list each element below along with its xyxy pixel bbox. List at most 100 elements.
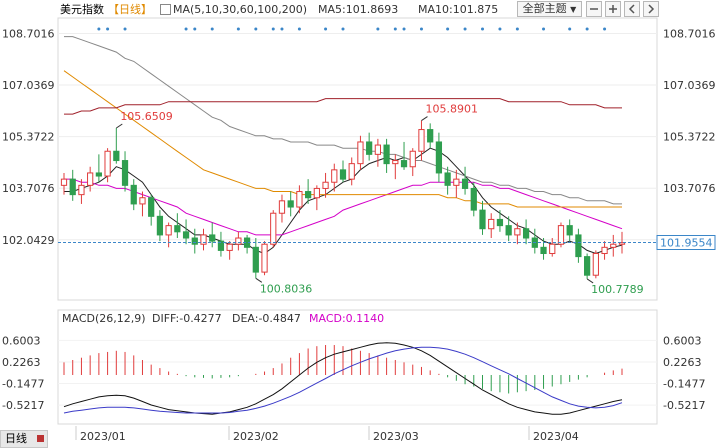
candle-body <box>400 160 408 168</box>
candle-body <box>566 225 573 236</box>
macd-tick-label-left: -0.1477 <box>2 378 44 391</box>
candle-body <box>130 184 137 205</box>
candle-body <box>148 197 155 217</box>
event-marker <box>184 27 188 31</box>
candle-body <box>305 191 312 199</box>
annotation-pointer <box>586 278 594 284</box>
period-tab[interactable]: 日线 <box>0 430 48 448</box>
candle-body <box>453 178 460 186</box>
candle-body <box>479 209 486 230</box>
candle-body <box>618 242 626 245</box>
annotation-pointer <box>116 123 123 129</box>
macd-panel-frame <box>57 309 658 425</box>
event-marker <box>603 27 607 31</box>
event-marker <box>324 27 328 31</box>
ma100-line <box>64 36 622 205</box>
candle-body <box>514 228 521 236</box>
menu-icon <box>37 435 44 442</box>
annotation-label: 105.6509 <box>120 110 173 123</box>
ma-params: MA(5,10,30,60,100,200) <box>173 3 308 16</box>
candle-body <box>427 129 434 143</box>
annotation-pointer <box>255 277 263 283</box>
x-tick-label: 2023/01 <box>80 430 126 443</box>
candle-body <box>557 225 565 245</box>
candle-body <box>331 169 338 183</box>
ma-checkbox[interactable] <box>160 4 171 15</box>
event-marker <box>542 27 546 31</box>
candle-body <box>313 187 320 199</box>
candle-body <box>191 237 198 245</box>
candle-body <box>217 240 225 251</box>
chevron-down-icon: ▼ <box>570 5 577 14</box>
macd-params: MACD(26,12,9) <box>62 312 146 325</box>
macd-tick-label-left: 0.6003 <box>2 334 41 347</box>
event-marker <box>498 27 502 31</box>
event-marker <box>280 27 284 31</box>
candlestick-series <box>60 120 626 279</box>
x-tick-label: 2023/04 <box>533 430 579 443</box>
minus-icon[interactable] <box>586 1 602 17</box>
period-label[interactable]: 【日线】 <box>108 3 152 16</box>
candle-body <box>444 172 451 186</box>
price-panel-frame <box>57 17 658 301</box>
candle-body <box>374 144 381 155</box>
candle-body <box>209 234 216 242</box>
event-marker <box>585 27 589 31</box>
candle-body <box>104 150 111 177</box>
macd-diff-value: DIFF:-0.4277 <box>152 312 222 325</box>
candle-body <box>322 181 329 189</box>
macd-tick-label-left: -0.5217 <box>2 399 44 412</box>
candle-body <box>505 225 512 236</box>
candle-body <box>261 243 268 273</box>
candle-body <box>584 256 591 276</box>
candle-body <box>156 215 164 236</box>
macd-dea-line <box>63 346 623 414</box>
event-marker <box>341 27 345 31</box>
candle-body <box>200 234 207 245</box>
event-marker <box>297 27 301 31</box>
candle-body <box>601 246 608 255</box>
ma200-line <box>64 98 622 115</box>
theme-dropdown[interactable]: 全部主题 ▼ <box>517 1 582 17</box>
x-tick-label: 2023/03 <box>373 430 419 443</box>
macd-tick-label: -0.1477 <box>663 378 705 391</box>
event-marker <box>393 27 397 31</box>
period-tab-label: 日线 <box>5 432 27 445</box>
event-marker <box>376 27 380 31</box>
candle-body <box>278 200 286 214</box>
event-marker <box>254 27 258 31</box>
candle-body <box>287 200 294 208</box>
candle-body <box>252 246 259 273</box>
chevron-right-icon[interactable] <box>643 1 659 17</box>
candle-body <box>418 129 425 152</box>
candle-body <box>87 172 94 186</box>
candle-body <box>296 191 303 208</box>
candle-body <box>95 172 102 177</box>
ma60-line <box>63 70 622 208</box>
event-marker <box>106 27 110 31</box>
axes: 108.7016 108.7016 107.0369 107.0369 105.3722… <box>2 27 716 443</box>
candle-body <box>78 184 85 196</box>
annotations: 101.9554 105.6509 105.8901 100.8036 100.7789 <box>58 27 716 296</box>
price-tick-label: 105.3722 <box>663 131 716 144</box>
candle-body <box>610 243 617 248</box>
event-marker <box>419 27 423 31</box>
event-marker <box>210 27 214 31</box>
last-price-label: 101.9554 <box>660 237 713 250</box>
candle-body <box>357 141 364 165</box>
candle-body <box>121 160 129 186</box>
price-tick-label-left: 102.0429 <box>2 234 55 247</box>
event-marker <box>97 27 101 31</box>
candle-body <box>540 246 547 255</box>
chevron-left-icon[interactable] <box>624 1 640 17</box>
event-marker <box>568 27 572 31</box>
macd-diff-line <box>63 342 623 415</box>
price-tick-label-left: 108.7016 <box>2 27 55 40</box>
candle-body <box>435 141 443 174</box>
macd-macd-value: MACD:0.1140 <box>309 312 385 325</box>
candle-body <box>366 141 373 155</box>
event-marker <box>193 27 197 31</box>
event-marker <box>481 27 484 31</box>
plus-icon[interactable] <box>605 1 621 17</box>
